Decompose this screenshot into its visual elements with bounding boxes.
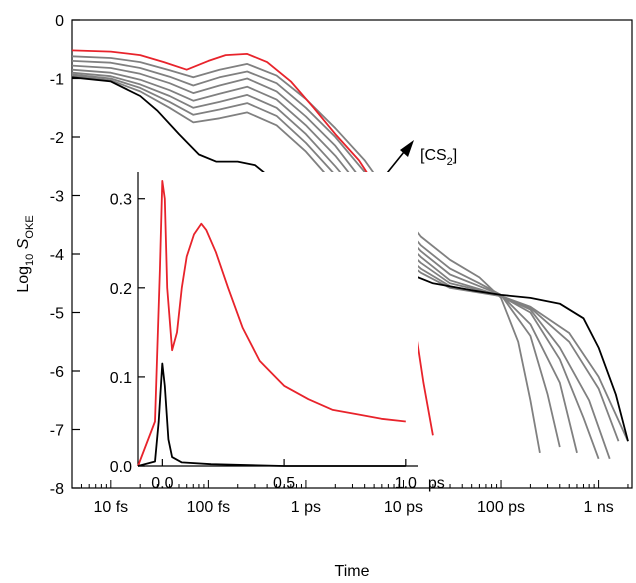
main-y-tick-label: 0 <box>55 13 64 30</box>
concentration-label-close: ] <box>453 147 457 164</box>
inset-y-tick-label: 0.0 <box>110 459 132 476</box>
inset-plot-series <box>137 179 406 467</box>
main-x-tick-label: 1 ns <box>583 499 613 516</box>
inset-y-tick-label: 0.1 <box>110 370 132 387</box>
main-series-gray-line <box>71 55 541 454</box>
concentration-label-sub: 2 <box>447 156 453 168</box>
inset-plot-panel: 0.0 0.1 0.2 0.3 0.0 0.5 1.0 ps <box>110 172 445 492</box>
concentration-label-main: [CS <box>420 147 447 164</box>
y-axis-title: Log10 SOKE <box>15 215 36 292</box>
x-axis-title: Time <box>335 563 370 580</box>
main-y-tick-label: -1 <box>50 72 64 89</box>
y-axis-title-var-sub: OKE <box>24 215 36 238</box>
main-y-tick-label: -3 <box>50 189 64 206</box>
main-x-tick-label: 100 fs <box>187 499 231 516</box>
y-axis-title-var: S <box>15 238 32 249</box>
main-x-axis-ticks: 10 fs 100 fs 1 ps 10 ps 100 ps 1 ns <box>71 480 629 516</box>
main-x-tick-label: 100 ps <box>477 499 525 516</box>
y-axis-title-sub: 10 <box>24 254 36 266</box>
main-x-tick-label: 10 ps <box>384 499 423 516</box>
inset-background <box>138 172 418 466</box>
main-y-tick-label: -2 <box>50 130 64 147</box>
inset-series-black-line <box>137 362 406 467</box>
concentration-label: [CS2] <box>420 147 457 168</box>
inset-x-tick-label: 1.0 <box>395 475 417 492</box>
inset-series-red-line <box>137 179 406 467</box>
inset-y-tick-label: 0.2 <box>110 281 132 298</box>
arrow-head-icon <box>400 140 414 157</box>
main-x-tick-label: 1 ps <box>291 499 321 516</box>
inset-x-tick-label: 0.0 <box>151 475 173 492</box>
inset-y-axis-ticks: 0.0 0.1 0.2 0.3 <box>110 192 145 476</box>
inset-x-tick-label: 0.5 <box>273 475 295 492</box>
main-y-tick-label: -5 <box>50 306 64 323</box>
main-y-tick-label: -7 <box>50 423 64 440</box>
main-y-tick-label: -6 <box>50 364 64 381</box>
main-y-tick-label: -8 <box>50 481 64 498</box>
inset-x-unit-label: ps <box>428 475 445 492</box>
y-axis-title-main: Log <box>15 266 32 293</box>
main-y-tick-label: -4 <box>50 247 64 264</box>
main-x-tick-label: 10 fs <box>93 499 128 516</box>
main-y-axis-ticks: 0 -1 -2 -3 -4 -5 -6 -7 -8 <box>50 13 80 498</box>
inset-x-axis-ticks: 0.0 0.5 1.0 ps <box>151 459 445 492</box>
inset-y-tick-label: 0.3 <box>110 192 132 209</box>
